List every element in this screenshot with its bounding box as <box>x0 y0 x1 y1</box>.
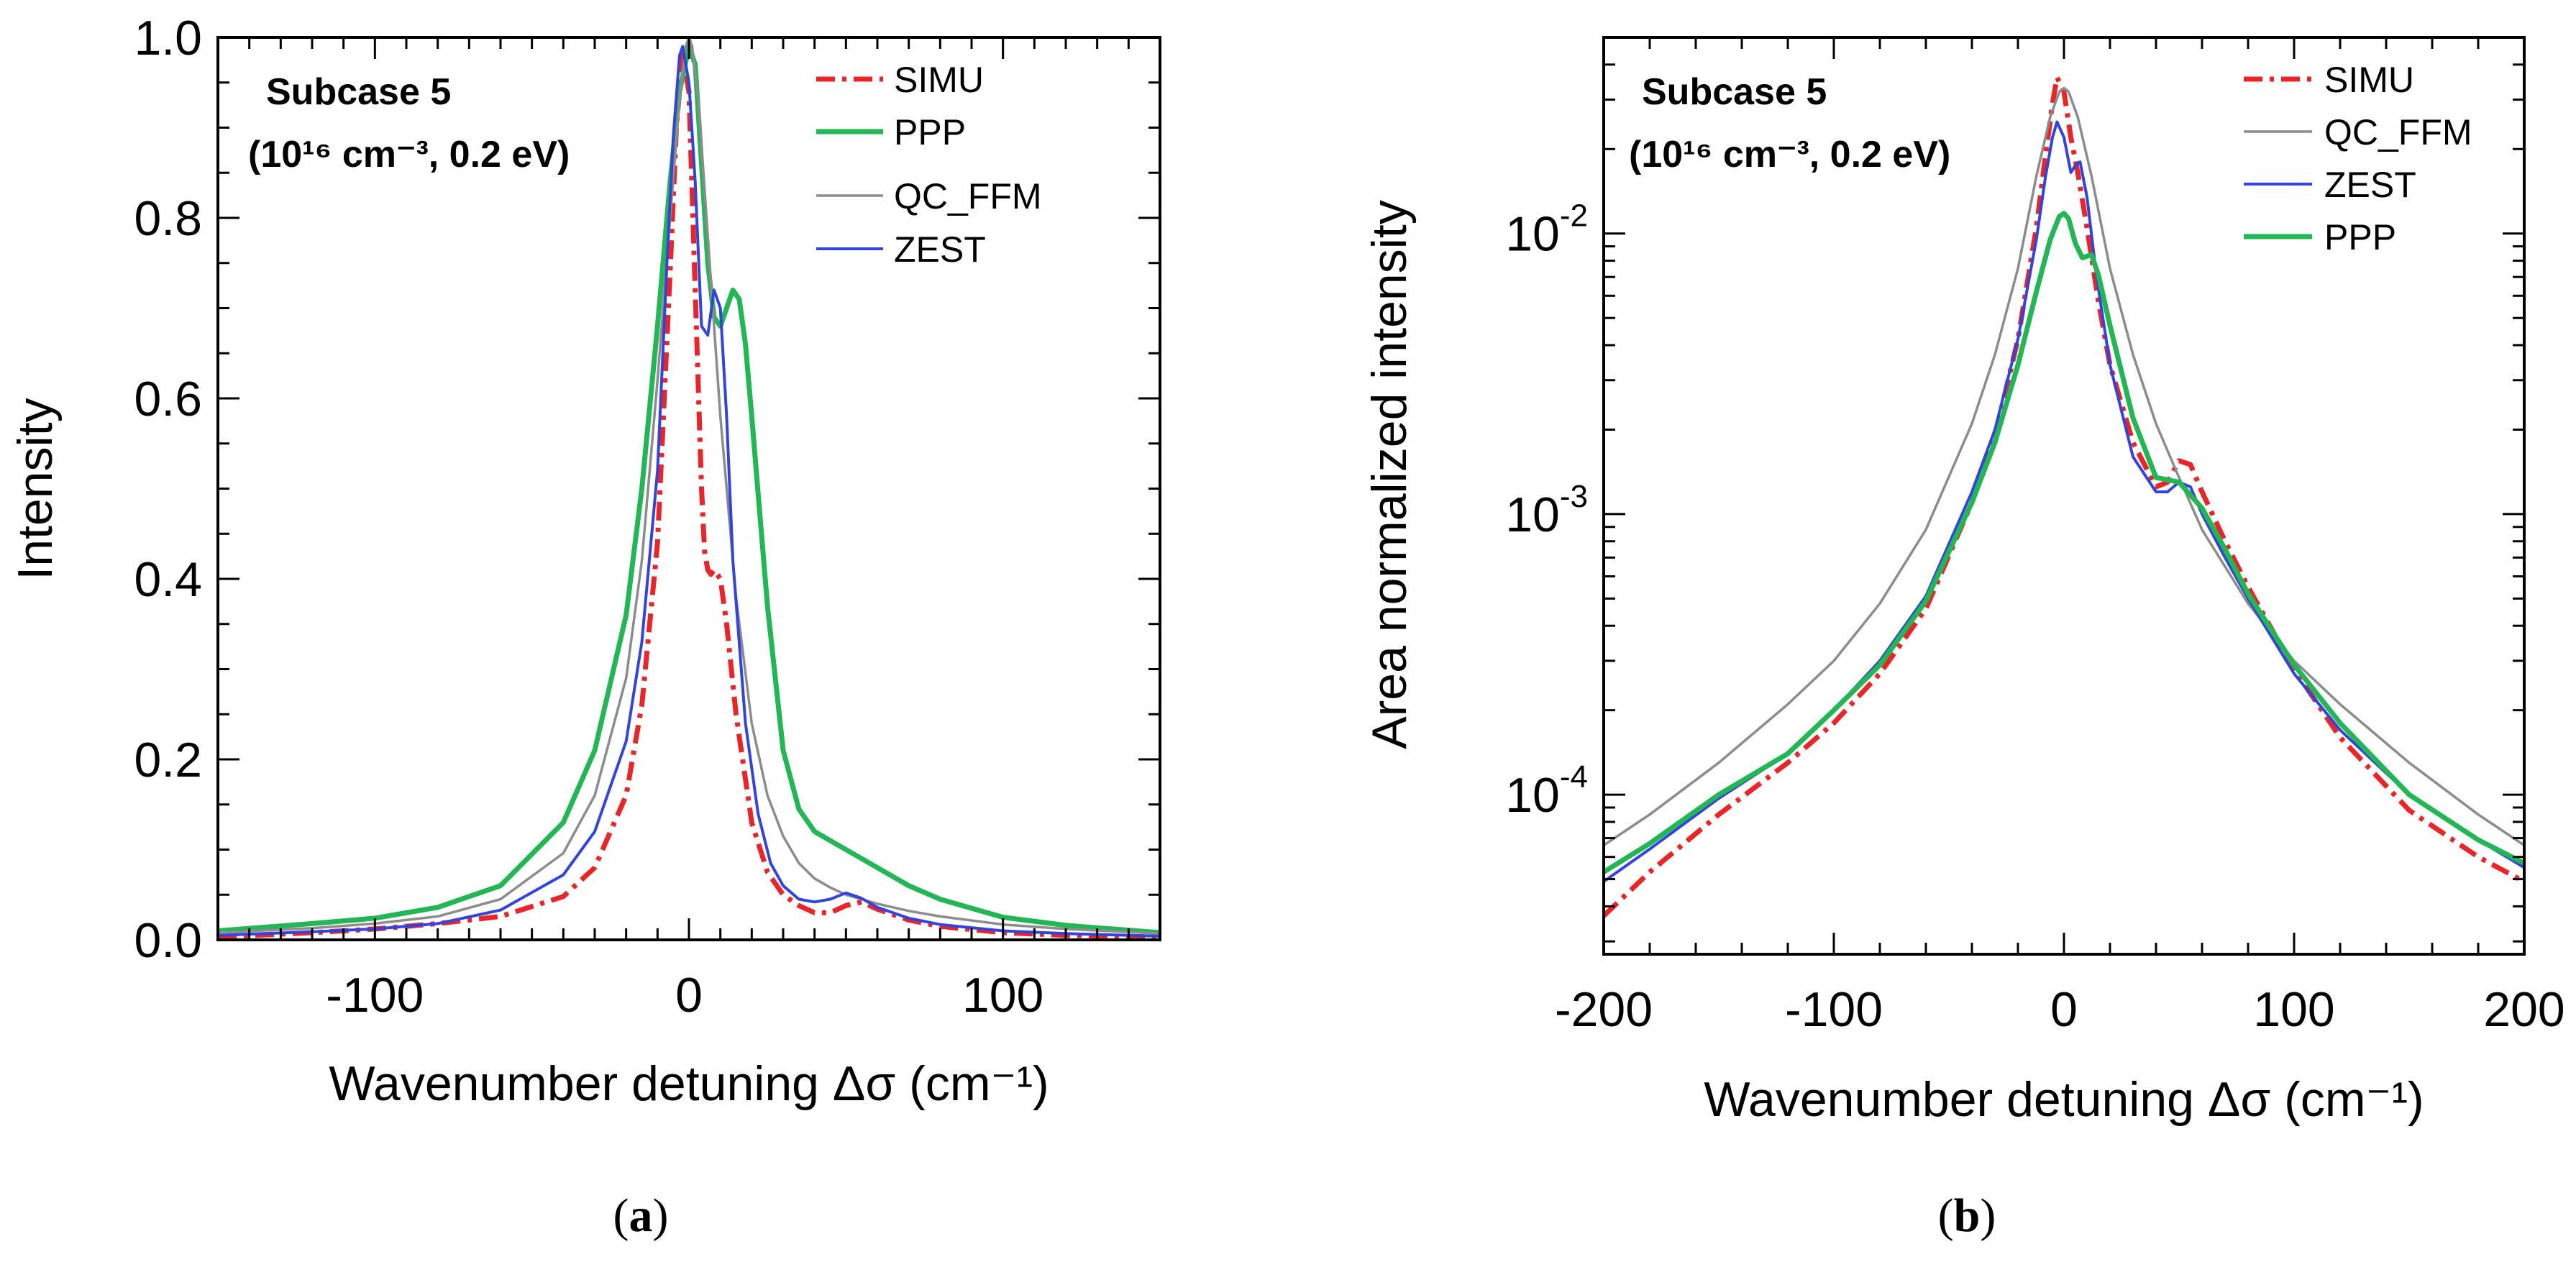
panel-a: -100 0 100 0.0 0.2 0.4 0.6 0.8 1.0 Subcase 5 (1… <box>8 11 1161 1242</box>
panel-b-y-tick-label: 10-4 <box>1505 759 1588 823</box>
panel-a-y-tick-label: 0.8 <box>134 191 202 246</box>
panel-b-x-tick-label: 200 <box>2483 982 2564 1037</box>
panel-a-series-group <box>218 37 1160 940</box>
panel-b-legend: SIMU QC_FFM ZEST PPP <box>2244 60 2472 257</box>
panel-b-y-tick-label: 10-2 <box>1505 198 1588 262</box>
panel-a-annotation-conditions: (10¹⁶ cm⁻³, 0.2 eV) <box>248 134 570 175</box>
panel-b-legend-label-qc-ffm: QC_FFM <box>2324 112 2472 152</box>
panel-b-x-tick-label: 0 <box>2050 982 2078 1037</box>
panel-a-y-tick-label: 0.0 <box>134 913 202 968</box>
panel-a-series-zest <box>218 45 1160 938</box>
panel-b-x-tick-label: -200 <box>1555 982 1653 1037</box>
panel-a-x-tick-label: -100 <box>326 968 424 1023</box>
panel-b-annotation-conditions: (10¹⁶ cm⁻³, 0.2 eV) <box>1629 134 1950 175</box>
panel-a-caption: (a) <box>613 1189 669 1242</box>
panel-a-legend-label-qc-ffm: QC_FFM <box>894 176 1042 216</box>
panel-a-x-tick-labels: -100 0 100 <box>326 968 1043 1023</box>
panel-a-legend: SIMU PPP QC_FFM ZEST <box>816 60 1042 270</box>
panel-b-caption-letter: b <box>1954 1189 1981 1242</box>
panel-a-y-tick-label: 0.2 <box>134 733 202 787</box>
panel-b-legend-label-ppp: PPP <box>2324 217 2396 257</box>
panel-b-x-tick-label: 100 <box>2253 982 2334 1037</box>
panel-a-legend-label-ppp: PPP <box>894 112 966 152</box>
panel-b-x-tick-label: -100 <box>1785 982 1883 1037</box>
panel-a-y-tick-labels: 0.0 0.2 0.4 0.6 0.8 1.0 <box>134 11 202 968</box>
panel-b-x-axis-title: Wavenumber detuning Δσ (cm⁻¹) <box>1704 1072 2424 1127</box>
panel-b-y-axis-title: Area normalized intensity <box>1362 200 1417 749</box>
panel-a-y-tick-label: 0.4 <box>134 552 202 607</box>
panel-a-legend-label-simu: SIMU <box>894 60 984 100</box>
panel-a-ticks-group <box>216 36 1161 941</box>
panel-a-caption-letter: a <box>629 1189 653 1242</box>
panel-b: -200 -100 0 100 200 10-4 10-3 10-2 Subcase 5 (… <box>1362 36 2565 1242</box>
panel-b-ticks-group <box>1602 36 2526 954</box>
panel-a-x-tick-label: 0 <box>675 968 703 1023</box>
panel-b-legend-label-zest: ZEST <box>2324 165 2416 205</box>
panel-b-x-tick-labels: -200 -100 0 100 200 <box>1555 982 2565 1037</box>
panel-b-y-tick-label: 10-3 <box>1505 479 1588 542</box>
panel-a-series-qc-ffm <box>218 37 1160 935</box>
panel-b-series-simu <box>1604 75 2524 918</box>
panel-a-series-ppp <box>218 44 1160 936</box>
panel-b-y-tick-labels: 10-4 10-3 10-2 <box>1505 198 1588 823</box>
panel-a-y-axis-title: Intensity <box>8 398 63 580</box>
panel-b-series-ppp <box>1604 211 2524 874</box>
panel-a-x-tick-label: 100 <box>962 968 1043 1023</box>
panel-a-annotation-title: Subcase 5 <box>266 71 451 113</box>
panel-b-annotation-title: Subcase 5 <box>1642 71 1827 113</box>
panel-b-series-group <box>1604 75 2524 918</box>
panel-a-y-tick-label: 1.0 <box>134 11 202 65</box>
panel-b-caption: (b) <box>1938 1189 1996 1242</box>
panel-b-legend-label-simu: SIMU <box>2324 60 2414 100</box>
panel-a-legend-label-zest: ZEST <box>894 229 986 270</box>
panel-b-series-zest <box>1604 120 2524 883</box>
panel-a-y-tick-label: 0.6 <box>134 372 202 426</box>
panel-a-series-simu <box>218 52 1160 940</box>
panel-a-x-axis-title: Wavenumber detuning Δσ (cm⁻¹) <box>329 1056 1049 1111</box>
